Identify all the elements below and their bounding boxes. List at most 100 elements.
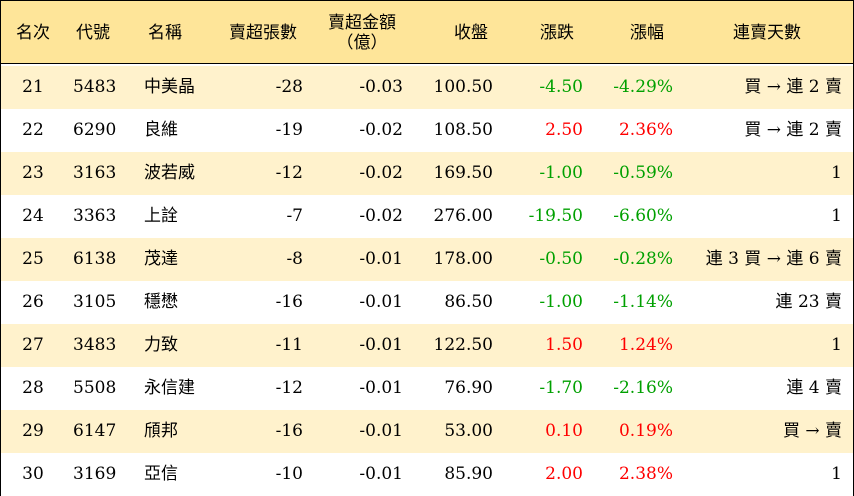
header-consecutive-sell-days: 連賣天數 [733,22,801,43]
header-net-sell-amount-line1: 賣超金額 [328,12,396,33]
cell-code: 6290 [73,120,117,140]
cell-name: 頎邦 [144,421,178,441]
cell-change: 2.00 [545,464,583,484]
cell-rank: 27 [22,335,44,355]
cell-change-pct: -2.16% [613,378,673,398]
cell-code: 3163 [73,163,117,183]
table-row: 22 6290 良維 -19 -0.02 108.50 2.50 2.36% 買 → 連 2 賣 [1,109,853,152]
cell-close: 85.90 [444,464,493,484]
cell-consecutive-sell-days: 買 → 賣 [782,421,842,441]
cell-consecutive-sell-days: 1 [831,163,842,183]
cell-change-pct: -4.29% [613,77,673,97]
cell-change: 1.50 [545,335,583,355]
cell-code: 5508 [73,378,117,398]
cell-consecutive-sell-days: 1 [831,335,842,355]
cell-consecutive-sell-days: 1 [831,464,842,484]
header-net-sell-amount: 賣超金額 （億） [319,1,405,64]
header-close: 收盤 [454,22,488,43]
cell-name: 力致 [144,335,178,355]
cell-name: 波若威 [144,163,195,183]
cell-net-sell-lots: -16 [275,292,303,312]
cell-name: 永信建 [144,378,195,398]
cell-close: 169.50 [433,163,493,183]
cell-code: 3483 [73,335,117,355]
cell-net-sell-amount: -0.01 [359,378,403,398]
header-code: 代號 [76,22,110,43]
cell-net-sell-amount: -0.01 [359,464,403,484]
table-row: 25 6138 茂達 -8 -0.01 178.00 -0.50 -0.28% 連 3 買 → … [1,238,853,281]
cell-change-pct: -0.28% [613,249,673,269]
cell-close: 100.50 [433,77,493,97]
table-row: 21 5483 中美晶 -28 -0.03 100.50 -4.50 -4.29% 買 → 連 … [1,66,853,109]
cell-rank: 26 [22,292,44,312]
header-rank: 名次 [16,22,50,43]
cell-name: 上詮 [144,206,178,226]
header-change: 漲跌 [540,22,574,43]
cell-name: 亞信 [144,464,178,484]
cell-net-sell-amount: -0.02 [359,206,403,226]
cell-net-sell-lots: -10 [275,464,303,484]
cell-net-sell-amount: -0.01 [359,335,403,355]
cell-rank: 24 [22,206,44,226]
cell-close: 178.00 [433,249,493,269]
cell-rank: 28 [22,378,44,398]
table-row: 27 3483 力致 -11 -0.01 122.50 1.50 1.24% 1 [1,324,853,367]
cell-change: -0.50 [539,249,583,269]
cell-net-sell-lots: -12 [275,163,303,183]
cell-name: 茂達 [144,249,178,269]
cell-code: 5483 [73,77,117,97]
cell-name: 良維 [144,120,178,140]
cell-consecutive-sell-days: 連 23 賣 [775,292,842,312]
cell-change-pct: -0.59% [613,163,673,183]
cell-code: 3105 [73,292,117,312]
cell-change-pct: 1.24% [618,335,673,355]
cell-change: -1.70 [539,378,583,398]
cell-net-sell-lots: -8 [286,249,303,269]
cell-change-pct: 0.19% [618,421,673,441]
table-row: 28 5508 永信建 -12 -0.01 76.90 -1.70 -2.16% 連 4 賣 [1,367,853,410]
cell-close: 53.00 [444,421,493,441]
cell-change: 2.50 [545,120,583,140]
cell-change-pct: 2.38% [618,464,673,484]
cell-rank: 25 [22,249,44,269]
cell-rank: 30 [22,464,44,484]
header-change-pct: 漲幅 [630,22,664,43]
cell-close: 76.90 [444,378,493,398]
cell-consecutive-sell-days: 買 → 連 2 賣 [744,77,842,97]
header-net-sell-amount-line2: （億） [336,32,388,53]
cell-close: 108.50 [433,120,493,140]
cell-change: 0.10 [545,421,583,441]
cell-code: 6147 [73,421,117,441]
cell-net-sell-lots: -12 [275,378,303,398]
cell-name: 中美晶 [144,77,195,97]
cell-net-sell-lots: -28 [275,77,303,97]
cell-net-sell-amount: -0.01 [359,292,403,312]
cell-close: 276.00 [433,206,493,226]
cell-net-sell-lots: -7 [286,206,303,226]
cell-net-sell-amount: -0.02 [359,163,403,183]
cell-code: 3363 [73,206,117,226]
table-row: 29 6147 頎邦 -16 -0.01 53.00 0.10 0.19% 買 → 賣 [1,410,853,453]
cell-change: -1.00 [539,163,583,183]
cell-rank: 22 [22,120,44,140]
cell-net-sell-amount: -0.01 [359,421,403,441]
cell-net-sell-amount: -0.03 [359,77,403,97]
cell-net-sell-lots: -16 [275,421,303,441]
cell-consecutive-sell-days: 連 4 賣 [786,378,842,398]
cell-close: 122.50 [433,335,493,355]
table-row: 23 3163 波若威 -12 -0.02 169.50 -1.00 -0.59% 1 [1,152,853,195]
cell-net-sell-lots: -11 [275,335,303,355]
table-header: 名次 代號 名稱 賣超張數 賣超金額 （億） 收盤 漲跌 漲幅 連賣天數 [1,1,853,64]
cell-consecutive-sell-days: 買 → 連 2 賣 [744,120,842,140]
cell-consecutive-sell-days: 1 [831,206,842,226]
cell-change: -1.00 [539,292,583,312]
header-name: 名稱 [148,22,182,43]
cell-change-pct: -1.14% [613,292,673,312]
table-row: 26 3105 穩懋 -16 -0.01 86.50 -1.00 -1.14% 連 23 賣 [1,281,853,324]
cell-net-sell-amount: -0.01 [359,249,403,269]
cell-rank: 29 [22,421,44,441]
cell-consecutive-sell-days: 連 3 買 → 連 6 賣 [705,249,842,269]
header-net-sell-lots: 賣超張數 [229,22,297,43]
cell-net-sell-amount: -0.02 [359,120,403,140]
